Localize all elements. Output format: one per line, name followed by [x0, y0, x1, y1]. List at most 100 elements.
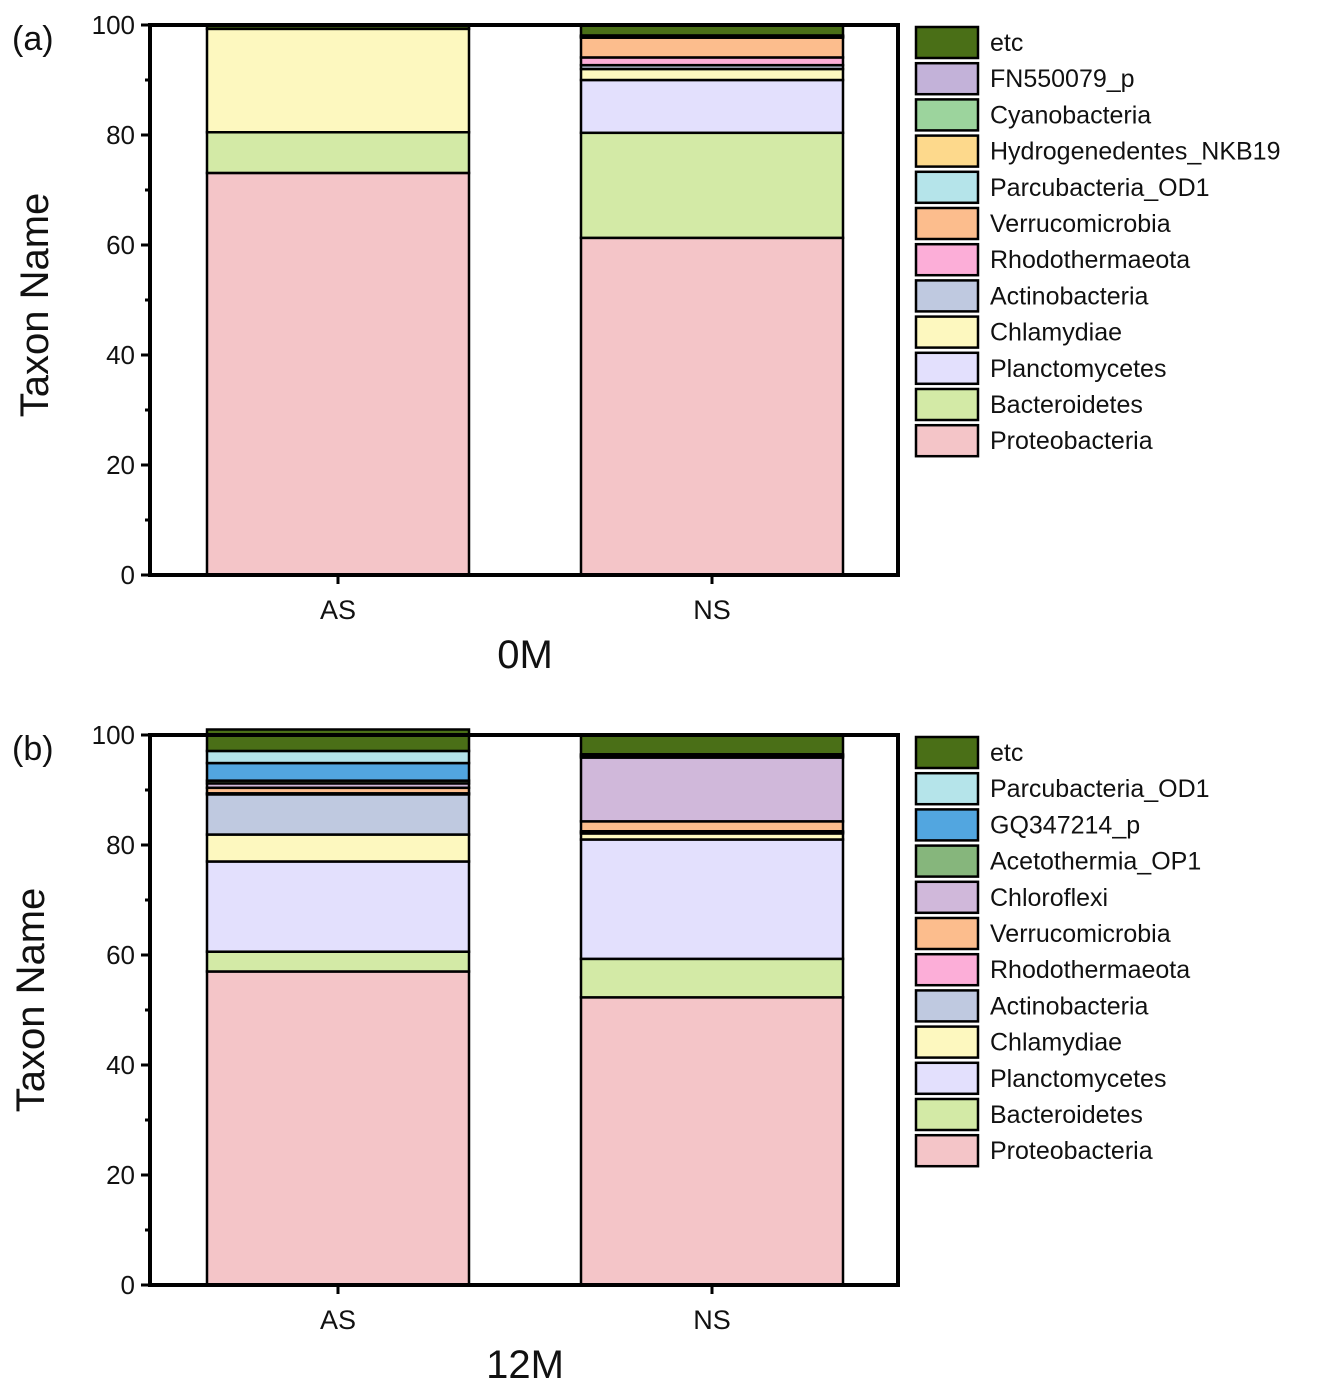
bar-segment-as-chlamydiae [205, 27, 471, 134]
y-tick-label: 60 [106, 940, 135, 970]
panel-label: (b) [12, 730, 54, 768]
legend-swatch-actinobacteria [914, 989, 980, 1023]
panel-a: (a) Taxon Name 0M AS NS 0 20 40 60 80 100 etc FN… [12, 10, 1280, 677]
y-tick-label: 80 [106, 120, 135, 150]
legend-label: etc [990, 29, 1023, 57]
x-tick-label: NS [693, 1305, 731, 1335]
bar-segment-as-parcubacteria-od1 [205, 749, 471, 765]
bar-segments [205, 23, 845, 577]
legend-swatch-proteobacteria [914, 1133, 980, 1168]
y-tick-label: 100 [92, 720, 135, 750]
panel-label: (a) [12, 20, 54, 58]
legend-swatch-verrucomicrobia [914, 206, 980, 241]
legend-swatch-planctomycetes [914, 1061, 980, 1096]
bar-segment-ns-planctomycetes [579, 838, 845, 961]
legend-swatch-chloroflexi [914, 880, 980, 915]
y-axis-title: Taxon Name [13, 193, 57, 418]
legend-swatch-verrucomicrobia [914, 916, 980, 951]
legend-swatch-parcubacteria-od1 [914, 771, 980, 806]
x-axis-title: 12M [486, 1343, 564, 1387]
legend-label: Actinobacteria [990, 992, 1149, 1020]
axes: AS NS 0 20 40 60 80 100 [92, 720, 900, 1335]
legend-label: Bacteroidetes [990, 1101, 1143, 1129]
bar-segment-as-proteobacteria [205, 171, 471, 577]
legend-label: Acetothermia_OP1 [990, 848, 1201, 876]
bar-segment-ns-planctomycetes [579, 78, 845, 135]
legend-label: Chlamydiae [990, 1029, 1122, 1057]
bar-segment-as-gq347214-p [205, 761, 471, 782]
bar-segment-ns-proteobacteria [579, 236, 845, 577]
legend-swatch-planctomycetes [914, 351, 980, 386]
x-tick-label: AS [320, 1305, 356, 1335]
bar-segment-as-chlamydiae [205, 833, 471, 863]
legend-swatch-etc [914, 25, 980, 60]
legend-swatch-actinobacteria [914, 279, 980, 313]
y-tick-label: 80 [106, 830, 135, 860]
legend-swatch-etc [914, 735, 980, 770]
bar-segment-as-planctomycetes [205, 860, 471, 953]
legend-label: Hydrogenedentes_NKB19 [990, 138, 1280, 166]
legend-swatch-cyanobacteria [914, 98, 980, 132]
bar-segment-ns-etc [579, 733, 845, 756]
legend-swatch-acetothermia-op1 [914, 844, 980, 878]
bar-segment-ns-bacteroidetes [579, 957, 845, 999]
legend-label: Parcubacteria_OD1 [990, 174, 1210, 202]
y-tick-label: 20 [106, 450, 135, 480]
legend-label: Verrucomicrobia [990, 920, 1171, 948]
bar-segment-as-bacteroidetes [205, 950, 471, 973]
legend: etc Parcubacteria_OD1 GQ347214_p Acetotherm… [914, 735, 1210, 1168]
y-tick-label: 60 [106, 230, 135, 260]
bar-segment-ns-verrucomicrobia [579, 820, 845, 833]
legend-swatch-hydrogenedentes-nkb19 [914, 134, 980, 168]
legend-swatch-gq347214-p [914, 808, 980, 842]
y-tick-label: 0 [121, 560, 135, 590]
bar-segment-ns-chlamydiae [579, 67, 845, 82]
y-tick-label: 20 [106, 1160, 135, 1190]
legend-label: Planctomycetes [990, 1065, 1166, 1093]
legend-label: Chlamydiae [990, 319, 1122, 347]
legend-label: Parcubacteria_OD1 [990, 775, 1210, 803]
x-tick-label: AS [320, 595, 356, 625]
y-tick-label: 100 [92, 10, 135, 40]
bar-segment-ns-chloroflexi [579, 756, 845, 823]
bar-segment-ns-bacteroidetes [579, 131, 845, 240]
y-tick-label: 40 [106, 1050, 135, 1080]
bar-segment-ns-proteobacteria [579, 996, 845, 1287]
legend-label: Rhodothermaeota [990, 956, 1190, 984]
bar-segment-as-actinobacteria [205, 793, 471, 836]
y-tick-label: 40 [106, 340, 135, 370]
legend-label: FN550079_p [990, 65, 1135, 93]
legend-swatch-rhodothermaeota [914, 242, 980, 277]
legend: etc FN550079_p Cyanobacteria Hydrogenedente… [914, 25, 1280, 458]
legend-label: Proteobacteria [990, 1137, 1153, 1165]
legend-label: Chloroflexi [990, 884, 1108, 912]
legend-swatch-fn550079-p [914, 61, 980, 96]
bar-segment-ns-verrucomicrobia [579, 36, 845, 59]
legend-label: Planctomycetes [990, 355, 1166, 383]
legend-swatch-bacteroidetes [914, 387, 980, 422]
bar-segment-as-etc [205, 728, 471, 753]
legend-swatch-rhodothermaeota [914, 952, 980, 987]
legend-label: GQ347214_p [990, 811, 1140, 839]
x-axis-title: 0M [497, 633, 553, 677]
bar-segment-as-bacteroidetes [205, 131, 471, 175]
legend-label: Rhodothermaeota [990, 246, 1190, 274]
legend-swatch-proteobacteria [914, 423, 980, 458]
legend-label: Bacteroidetes [990, 391, 1143, 419]
legend-swatch-parcubacteria-od1 [914, 170, 980, 205]
legend-swatch-chlamydiae [914, 315, 980, 349]
panel-b: (b) Taxon Name 12M AS NS 0 20 40 60 80 100 etc P… [9, 720, 1210, 1387]
bar-segment-as-proteobacteria [205, 970, 471, 1287]
y-axis-title: Taxon Name [9, 888, 53, 1113]
legend-label: Actinobacteria [990, 282, 1149, 310]
legend-label: Cyanobacteria [990, 101, 1151, 129]
y-tick-label: 0 [121, 1270, 135, 1300]
legend-swatch-chlamydiae [914, 1025, 980, 1059]
x-tick-label: NS [693, 595, 731, 625]
bar-segments [205, 728, 845, 1287]
legend-label: Proteobacteria [990, 427, 1153, 455]
axes: AS NS 0 20 40 60 80 100 [92, 10, 900, 625]
legend-swatch-bacteroidetes [914, 1097, 980, 1132]
legend-label: Verrucomicrobia [990, 210, 1171, 238]
